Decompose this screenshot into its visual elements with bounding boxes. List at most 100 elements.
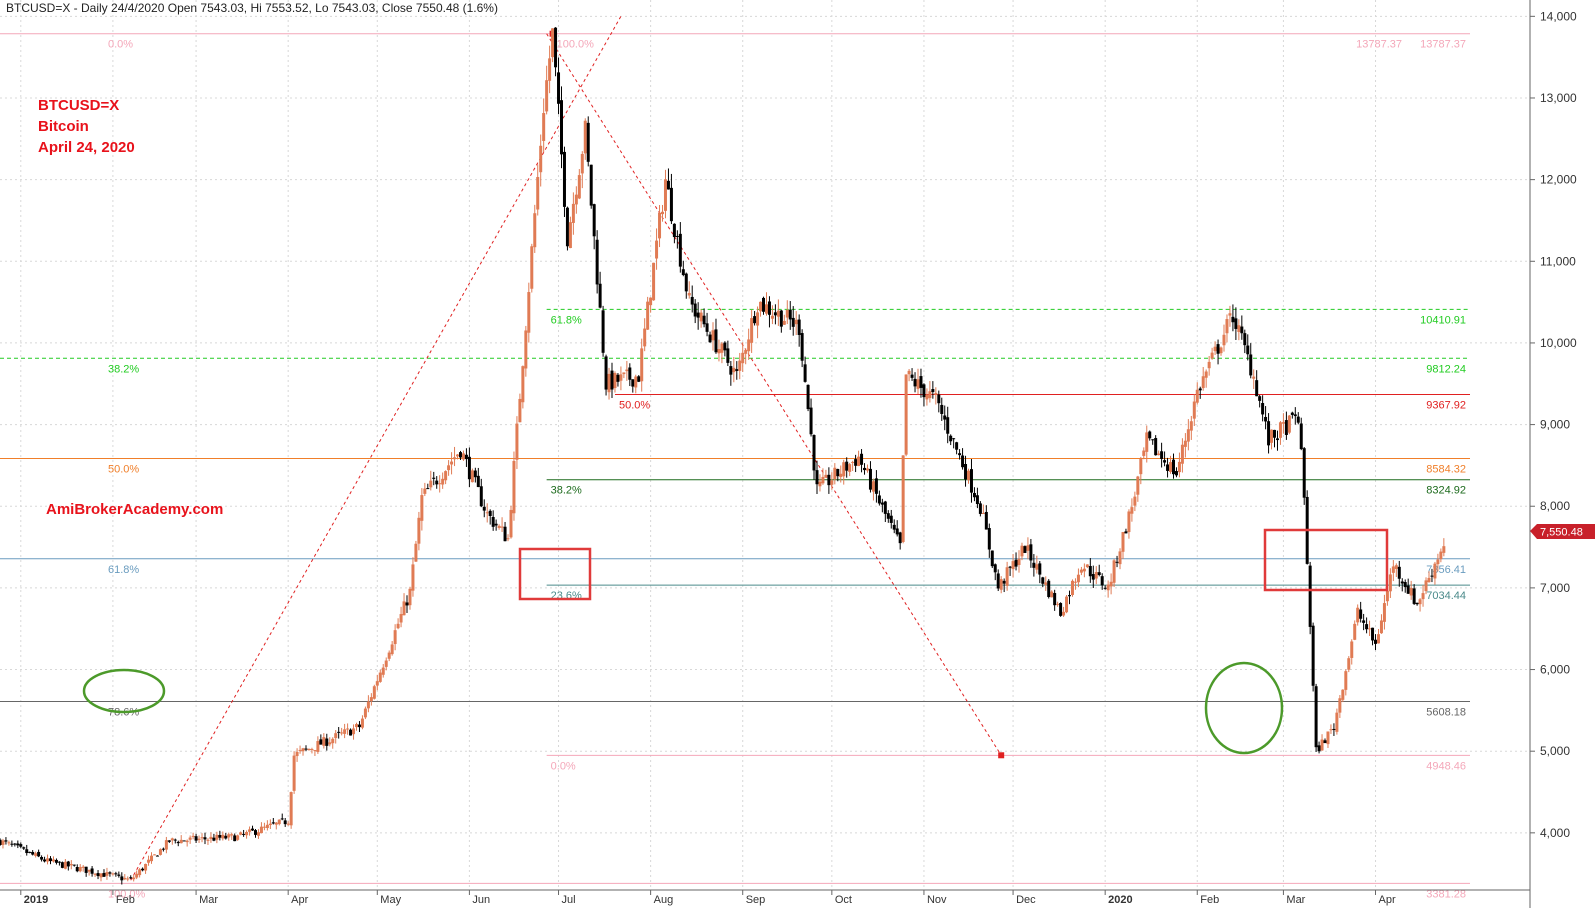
candle-body — [527, 292, 531, 333]
fib-value-label: 13787.37 — [1356, 39, 1402, 51]
candle-body — [1249, 354, 1253, 376]
candle-body — [652, 262, 656, 301]
candle-body — [708, 334, 712, 343]
candle-body — [922, 384, 926, 398]
candle-body — [880, 502, 884, 505]
candle-body — [1100, 576, 1104, 586]
last-price-marker — [1530, 524, 1595, 539]
x-tick-label: Feb — [1200, 894, 1219, 906]
candle-body — [1302, 448, 1306, 498]
candle-body — [634, 376, 638, 388]
candle-body — [72, 864, 76, 866]
candle-body — [616, 374, 620, 382]
candle-body — [809, 407, 813, 435]
candle-body — [1317, 745, 1321, 752]
candle-body — [901, 455, 905, 542]
candle-body — [693, 303, 697, 317]
fib-value-label: 10410.91 — [1420, 314, 1466, 326]
candle-body — [40, 857, 44, 860]
candle-body — [732, 367, 736, 373]
candle-body — [999, 579, 1003, 590]
candle-body — [417, 517, 421, 544]
candle-body — [545, 80, 549, 112]
candle-body — [1308, 565, 1312, 627]
candle-body — [78, 867, 82, 872]
candle-body — [952, 438, 956, 440]
candle-body — [167, 840, 171, 842]
candle-body — [66, 861, 70, 867]
candle-body — [622, 372, 626, 375]
candle-body — [1180, 444, 1184, 464]
candle-body — [1082, 568, 1086, 572]
candle-body — [1008, 566, 1012, 568]
candle-body — [506, 538, 510, 540]
candle-body — [1094, 572, 1098, 579]
candle-body — [1406, 585, 1410, 594]
candle-body — [530, 246, 534, 289]
candle-body — [762, 297, 766, 312]
candle-body — [60, 862, 64, 868]
candle-body — [1329, 729, 1333, 731]
candle-body — [607, 373, 611, 393]
candle-body — [646, 301, 650, 330]
candle-body — [1121, 532, 1125, 552]
candle-body — [13, 843, 17, 845]
candle-body — [396, 623, 400, 629]
candle-body — [25, 849, 29, 854]
chart-title: BTCUSD=X - Daily 24/4/2020 Open 7543.03,… — [6, 1, 498, 15]
candle-body — [919, 376, 923, 388]
candles — [0, 27, 1446, 885]
candle-body — [1169, 462, 1173, 472]
candle-body — [865, 468, 869, 471]
x-axis: 2019 Feb Mar Apr May Jun Jul Aug Sep Oct Nov Dec 202… — [0, 889, 1530, 906]
candle-body — [313, 750, 317, 752]
candle-body — [539, 145, 543, 173]
candle-body — [1442, 546, 1446, 553]
candle-body — [800, 333, 804, 361]
y-tick-label: 5,000 — [1540, 744, 1570, 758]
x-tick-label: Apr — [291, 894, 308, 906]
candle-body — [791, 317, 795, 327]
candle-body — [717, 349, 721, 354]
candle-body — [256, 832, 260, 836]
candle-body — [1293, 414, 1297, 417]
candle-body — [1374, 639, 1378, 644]
x-tick-label: Jun — [472, 894, 490, 906]
candle-body — [1243, 333, 1247, 346]
candle-body — [1198, 388, 1202, 391]
candle-body — [233, 835, 237, 842]
candle-body — [536, 177, 540, 210]
candle-body — [307, 748, 311, 751]
candle-body — [402, 601, 406, 616]
candle-body — [1145, 432, 1149, 452]
candle-body — [51, 859, 55, 862]
candle-body — [438, 483, 442, 485]
candle-body — [815, 470, 819, 485]
candle-body — [357, 724, 361, 728]
candle-body — [1430, 575, 1434, 577]
highlight-box-236 — [518, 547, 592, 601]
candle-body — [482, 506, 486, 511]
candle-body — [0, 839, 2, 845]
candle-body — [964, 463, 968, 480]
candle-body — [521, 366, 525, 403]
candle-body — [69, 863, 73, 866]
candle-body — [904, 374, 908, 455]
candle-body — [666, 180, 670, 190]
candle-body — [1237, 325, 1241, 332]
y-tick-label: 7,000 — [1540, 581, 1570, 595]
candle-body — [756, 312, 760, 326]
candle-body — [1151, 439, 1155, 441]
fib-value-label: 4948.46 — [1426, 760, 1466, 772]
candle-body — [230, 834, 234, 836]
candle-body — [265, 824, 269, 829]
fib-label: 50.0% — [108, 464, 139, 476]
candle-body — [7, 842, 11, 844]
candle-body — [1106, 584, 1110, 591]
annotation-symbol: BTCUSD=X — [38, 97, 119, 114]
candle-body — [126, 878, 130, 880]
candle-body — [138, 869, 142, 876]
candle-body — [375, 681, 379, 686]
candle-body — [132, 877, 136, 880]
candle-body — [940, 404, 944, 414]
